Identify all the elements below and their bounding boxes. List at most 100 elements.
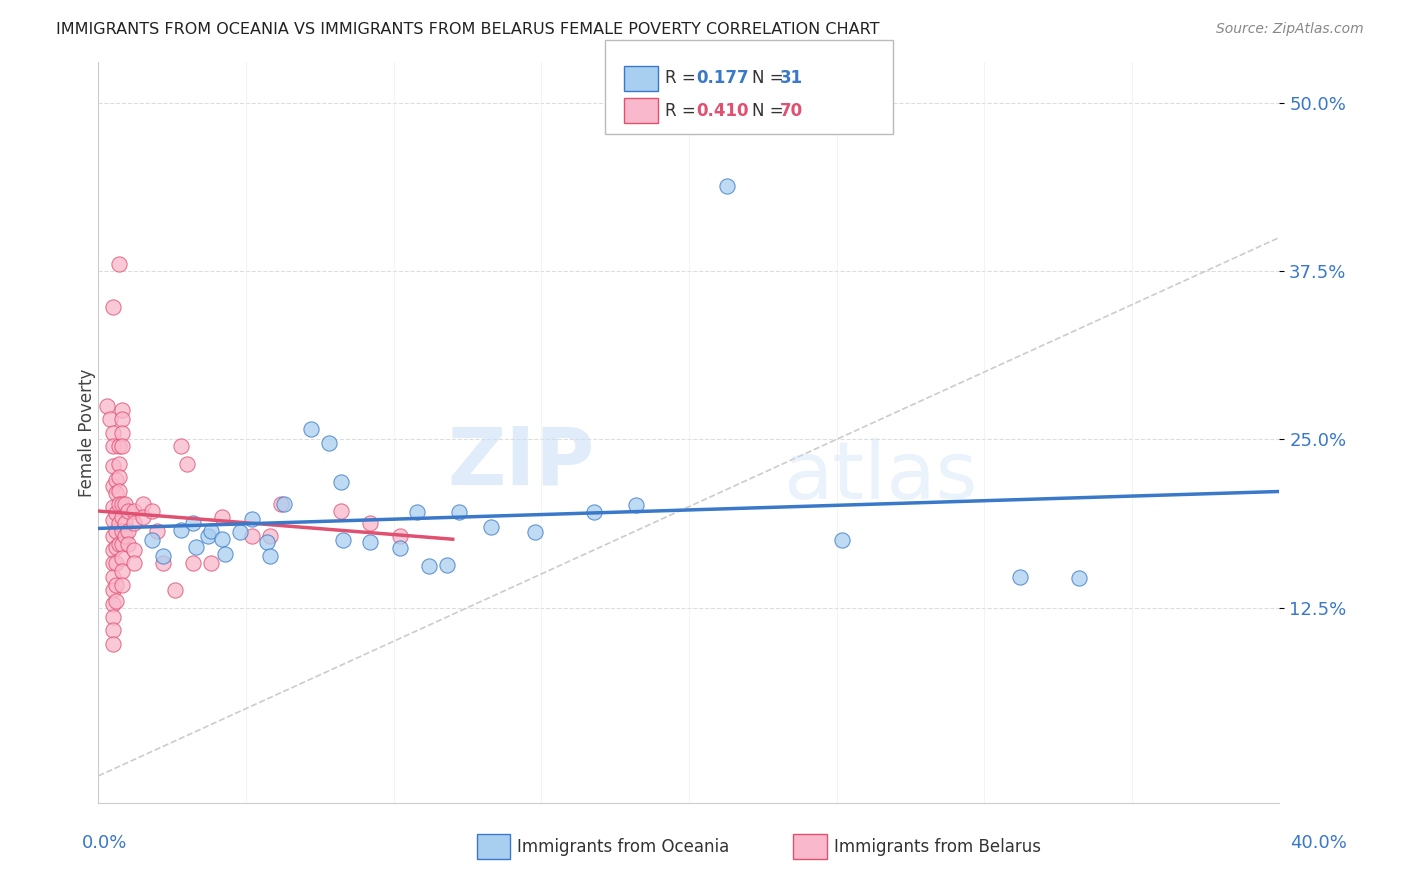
Text: N =: N =	[752, 102, 783, 120]
Point	[111, 578, 134, 592]
Point	[117, 537, 139, 551]
Point	[132, 497, 155, 511]
Point	[111, 439, 134, 453]
Text: 0.0%: 0.0%	[82, 834, 127, 852]
Text: 0.177: 0.177	[696, 70, 748, 87]
Point	[141, 533, 163, 548]
Text: ZIP: ZIP	[447, 423, 595, 501]
Point	[583, 505, 606, 519]
Point	[447, 505, 470, 519]
Point	[122, 516, 145, 530]
Point	[181, 556, 204, 570]
Point	[105, 507, 128, 521]
Point	[108, 439, 131, 453]
Text: Immigrants from Oceania: Immigrants from Oceania	[517, 838, 730, 855]
Point	[111, 412, 134, 426]
Point	[103, 610, 125, 624]
Point	[214, 547, 236, 561]
Point	[329, 475, 352, 490]
Point	[176, 457, 198, 471]
Text: 40.0%: 40.0%	[1291, 834, 1347, 852]
Point	[108, 470, 131, 484]
Point	[181, 516, 204, 530]
Point	[388, 529, 411, 543]
Text: R =: R =	[665, 70, 696, 87]
Point	[114, 497, 136, 511]
Point	[524, 525, 547, 540]
Point	[103, 542, 125, 557]
Point	[103, 556, 125, 570]
Point	[436, 558, 458, 572]
Point	[103, 500, 125, 514]
Text: Source: ZipAtlas.com: Source: ZipAtlas.com	[1216, 22, 1364, 37]
Point	[105, 578, 128, 592]
Point	[259, 549, 281, 564]
Point	[141, 504, 163, 518]
Point	[105, 524, 128, 538]
Point	[103, 513, 125, 527]
Point	[108, 516, 131, 530]
Point	[122, 504, 145, 518]
Point	[270, 497, 292, 511]
Point	[716, 179, 738, 194]
Point	[108, 483, 131, 498]
Point	[111, 524, 134, 538]
Text: 70: 70	[780, 102, 803, 120]
Point	[122, 556, 145, 570]
Point	[114, 529, 136, 543]
Point	[211, 532, 233, 546]
Y-axis label: Female Poverty: Female Poverty	[79, 368, 96, 497]
Text: IMMIGRANTS FROM OCEANIA VS IMMIGRANTS FROM BELARUS FEMALE POVERTY CORRELATION CH: IMMIGRANTS FROM OCEANIA VS IMMIGRANTS FR…	[56, 22, 880, 37]
Point	[103, 459, 125, 474]
Point	[200, 524, 222, 538]
Point	[105, 594, 128, 608]
Point	[111, 402, 134, 417]
Point	[103, 583, 125, 598]
Point	[299, 421, 322, 435]
Point	[111, 537, 134, 551]
Point	[406, 505, 429, 519]
Point	[240, 529, 263, 543]
Point	[103, 301, 125, 315]
Point	[240, 512, 263, 526]
Point	[108, 497, 131, 511]
Point	[111, 497, 134, 511]
Point	[165, 583, 187, 598]
Point	[103, 425, 125, 440]
Point	[152, 556, 174, 570]
Point	[111, 550, 134, 565]
Point	[108, 537, 131, 551]
Text: Immigrants from Belarus: Immigrants from Belarus	[834, 838, 1040, 855]
Text: R =: R =	[665, 102, 696, 120]
Point	[96, 399, 118, 413]
Point	[103, 439, 125, 453]
Point	[105, 473, 128, 487]
Point	[98, 412, 121, 426]
Point	[273, 497, 295, 511]
Point	[103, 569, 125, 583]
Point	[184, 540, 207, 554]
Point	[624, 498, 647, 512]
Point	[359, 516, 381, 530]
Point	[111, 425, 134, 440]
Point	[122, 542, 145, 557]
Text: atlas: atlas	[783, 438, 977, 516]
Point	[1067, 571, 1090, 585]
Point	[108, 257, 131, 271]
Point	[103, 529, 125, 543]
Point	[197, 529, 219, 543]
Point	[388, 541, 411, 556]
Point	[103, 624, 125, 638]
Point	[108, 457, 131, 471]
Point	[111, 510, 134, 524]
Point	[418, 558, 440, 573]
Point	[1008, 569, 1031, 583]
Point	[318, 436, 340, 450]
Point	[831, 533, 853, 548]
Text: 31: 31	[780, 70, 803, 87]
Point	[359, 534, 381, 549]
Point	[479, 520, 502, 534]
Point	[132, 510, 155, 524]
Point	[114, 516, 136, 530]
Point	[200, 556, 222, 570]
